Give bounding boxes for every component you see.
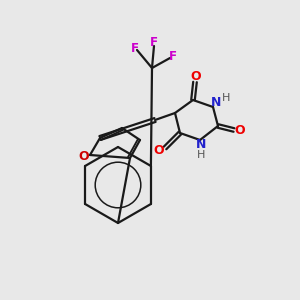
Text: O: O [79,149,89,163]
Text: H: H [197,150,205,160]
Text: O: O [154,143,164,157]
Text: N: N [211,97,221,110]
Text: F: F [150,37,158,50]
Text: H: H [222,93,230,103]
Text: F: F [169,50,177,62]
Text: O: O [235,124,245,136]
Text: N: N [196,139,206,152]
Text: F: F [131,41,139,55]
Text: O: O [191,70,201,83]
